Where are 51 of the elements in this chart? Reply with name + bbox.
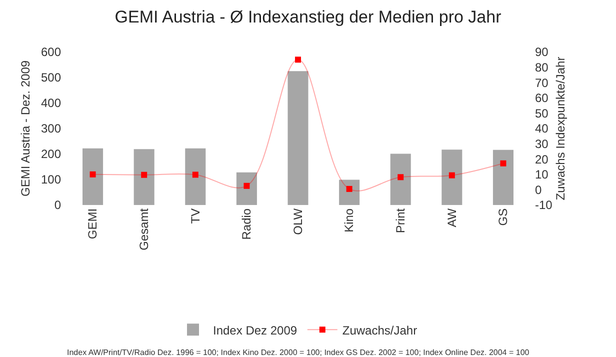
y-tick-label: 600 (40, 45, 62, 60)
y-tick-label: 500 (40, 70, 62, 85)
bar (288, 71, 308, 205)
bar (442, 150, 462, 205)
bar (185, 148, 206, 205)
y2-tick-label: 90 (535, 45, 549, 60)
point (448, 172, 455, 178)
bar (390, 154, 411, 205)
y-tick-label: 300 (40, 122, 62, 136)
x-tick-label: GEMI (86, 208, 100, 240)
bar (339, 180, 360, 205)
y2-axis-title: Zuwachs Indexpunkte/Jahr (554, 56, 568, 200)
x-tick-label: Print (394, 208, 408, 234)
y2-tick-label: -10 (535, 198, 553, 212)
bar (82, 148, 104, 205)
legend-label: Zuwachs/Jahr (342, 323, 418, 338)
x-tick-label: Kino (342, 208, 356, 232)
point (192, 172, 198, 178)
point (244, 182, 250, 189)
x-tick-label: Radio (240, 208, 254, 240)
y-tick-label: 200 (40, 147, 62, 162)
x-tick-label: AW (444, 208, 459, 228)
y2-tick-label: 70 (535, 76, 549, 90)
y2-tick-label: 0 (535, 182, 542, 197)
point (141, 172, 148, 178)
y-tick-label: 100 (40, 172, 62, 187)
y2-tick-label: 80 (535, 60, 549, 74)
y-tick-label: 0 (54, 198, 62, 212)
bar (134, 149, 154, 205)
x-tick-label: TV (188, 208, 202, 224)
y-tick-label: 400 (40, 96, 62, 110)
point (500, 160, 506, 166)
x-tick-label: GS (496, 208, 510, 226)
bar (492, 150, 514, 205)
x-tick-label: OLW (290, 208, 305, 235)
y2-tick-label: 40 (535, 122, 549, 136)
y2-tick-label: 30 (535, 137, 549, 151)
point (398, 174, 404, 180)
legend-label: Index Dez 2009 (213, 323, 298, 338)
chart-title: GEMI Austria - Ø Indexanstieg der Medien pro Jahr (114, 8, 502, 27)
text: Index AW/Print/TV/Radio Dez. 1996 = 100; Index Kino Dez. 2000 = 100; Index GS Dez. 2002 = 100; Index Online Dez. 2004 = 100 (67, 348, 530, 357)
point (90, 171, 96, 178)
point (295, 56, 301, 63)
y2-tick-label: 20 (535, 152, 549, 166)
x-tick-label: Gesamt (136, 208, 151, 250)
y2-tick-label: 60 (535, 91, 549, 106)
bar (236, 172, 257, 205)
point (346, 186, 352, 192)
y2-tick-label: 10 (535, 168, 549, 182)
y-axis-title: GEMI Austria - Dez. 2009 (18, 60, 32, 197)
y2-tick-label: 50 (535, 106, 549, 120)
